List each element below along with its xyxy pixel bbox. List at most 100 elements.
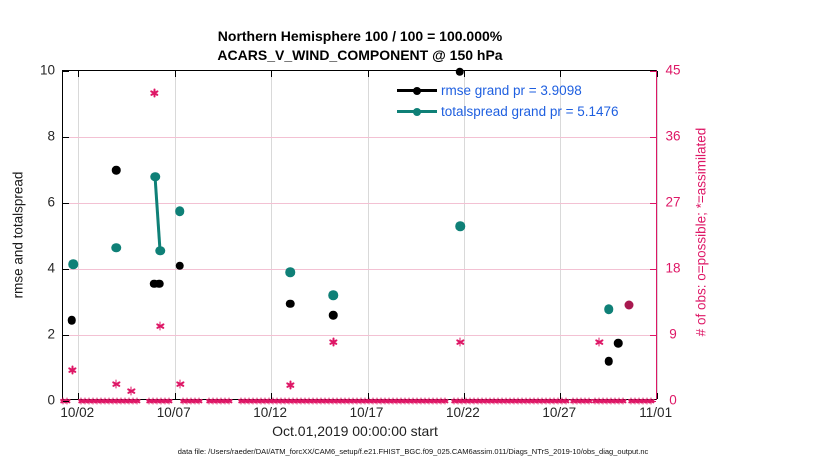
- zero-count-asterisk: [550, 397, 558, 405]
- y-right-tick-label: 9: [669, 326, 677, 342]
- zero-count-asterisk: [462, 397, 470, 405]
- zero-count-asterisk: [77, 397, 85, 405]
- zero-count-asterisk: [562, 397, 570, 405]
- assimilated-obs-point: [126, 386, 136, 396]
- zero-count-asterisk: [245, 397, 253, 405]
- totalspread-point: [111, 242, 121, 253]
- vertical-gridline: [367, 71, 369, 399]
- zero-count-asterisk: [397, 397, 405, 405]
- y-right-tick: [650, 137, 656, 138]
- zero-count-asterisk: [401, 397, 409, 405]
- y-axis-left-label: rmse and totalspread: [10, 171, 26, 299]
- rmse-point: [604, 357, 613, 366]
- rmse-point: [175, 261, 185, 270]
- zero-count-asterisk: [478, 397, 486, 405]
- zero-count-asterisk: [81, 397, 89, 405]
- zero-count-asterisk: [474, 397, 482, 405]
- zero-count-asterisk: [191, 397, 199, 405]
- zero-count-asterisk: [341, 397, 349, 405]
- rmse-point: [613, 339, 623, 348]
- assimilated-obs-point: [594, 337, 604, 347]
- rmse-point: [455, 67, 464, 77]
- y-right-tick: [650, 269, 656, 270]
- zero-count-asterisk: [153, 397, 161, 405]
- zero-count-asterisk: [179, 397, 187, 405]
- zero-count-asterisk: [317, 397, 325, 405]
- vertical-gridline: [560, 71, 562, 399]
- zero-count-asterisk: [113, 397, 121, 405]
- zero-count-asterisk: [425, 397, 433, 405]
- zero-count-asterisk: [595, 397, 603, 405]
- zero-count-asterisk: [635, 397, 643, 405]
- y-axis-right-label: # of obs: o=possible; *=assimilated: [693, 127, 709, 337]
- totalspread-point: [68, 259, 79, 269]
- y-right-tick: [650, 401, 656, 402]
- zero-count-asterisk: [441, 397, 449, 405]
- zero-count-asterisk: [97, 397, 105, 405]
- totalspread-point: [603, 304, 614, 314]
- zero-count-asterisk: [209, 397, 217, 405]
- y-left-tick: [63, 203, 69, 204]
- y-right-tick: [650, 203, 656, 204]
- x-tick-bottom: [367, 393, 369, 399]
- zero-count-asterisk: [213, 397, 221, 405]
- zero-count-asterisk: [89, 397, 97, 405]
- vertical-gridline: [656, 71, 658, 399]
- zero-count-asterisk: [361, 397, 369, 405]
- zero-count-asterisk: [413, 397, 421, 405]
- zero-count-asterisk: [454, 397, 462, 405]
- y-right-tick-label: 18: [665, 260, 681, 276]
- zero-count-asterisk: [631, 397, 639, 405]
- totalspread-point: [455, 221, 465, 231]
- zero-count-asterisk: [85, 397, 93, 405]
- zero-count-asterisk: [253, 397, 261, 405]
- zero-count-asterisk: [109, 397, 117, 405]
- zero-count-asterisk: [494, 397, 502, 405]
- totalspread-point: [155, 246, 165, 256]
- zero-count-asterisk: [281, 397, 289, 405]
- zero-count-asterisk: [377, 397, 385, 405]
- zero-count-asterisk: [293, 397, 301, 405]
- zero-count-asterisk: [569, 397, 577, 405]
- zero-count-asterisk: [417, 397, 425, 405]
- vertical-gridline: [463, 71, 465, 399]
- x-tick-label: 10/07: [156, 405, 191, 420]
- zero-count-asterisk: [585, 397, 593, 405]
- zero-count-asterisk: [129, 397, 137, 405]
- zero-count-asterisk: [470, 397, 478, 405]
- x-tick-top: [78, 71, 80, 77]
- rmse-point: [67, 315, 77, 325]
- zero-count-asterisk: [482, 397, 490, 405]
- zero-count-asterisk: [373, 397, 381, 405]
- chart-title-block: Northern Hemisphere 100 / 100 = 100.000%…: [217, 27, 502, 65]
- x-tick-top: [174, 71, 176, 77]
- zero-count-asterisk: [498, 397, 506, 405]
- zero-count-asterisk: [241, 397, 249, 405]
- zero-count-asterisk: [161, 397, 169, 405]
- x-tick-label: 10/27: [542, 405, 577, 420]
- zero-count-asterisk: [321, 397, 329, 405]
- totalspread-point: [328, 290, 338, 301]
- zero-count-asterisk: [121, 397, 129, 405]
- assimilated-obs-point: [68, 365, 77, 375]
- zero-count-asterisk: [405, 397, 413, 405]
- x-tick-bottom: [656, 393, 658, 399]
- zero-count-asterisk: [458, 397, 466, 405]
- data-file-path: data file: /Users/raeder/DAI/ATM_forcXX/…: [177, 447, 649, 456]
- y-left-tick-label: 6: [47, 194, 55, 210]
- zero-count-asterisk: [205, 397, 213, 405]
- zero-count-asterisk: [433, 397, 441, 405]
- x-tick-bottom: [78, 393, 80, 399]
- horizontal-gridline: [63, 203, 656, 204]
- zero-count-asterisk: [534, 397, 542, 405]
- plot-area: [59, 67, 658, 405]
- zero-count-asterisk: [157, 397, 165, 405]
- zero-count-asterisk: [577, 397, 585, 405]
- zero-count-asterisk: [581, 397, 589, 405]
- zero-count-asterisk: [313, 397, 321, 405]
- vertical-gridline: [174, 71, 176, 399]
- zero-count-asterisk: [125, 397, 133, 405]
- y-right-tick-label: 36: [665, 128, 681, 144]
- x-tick-label: 11/01: [639, 405, 673, 420]
